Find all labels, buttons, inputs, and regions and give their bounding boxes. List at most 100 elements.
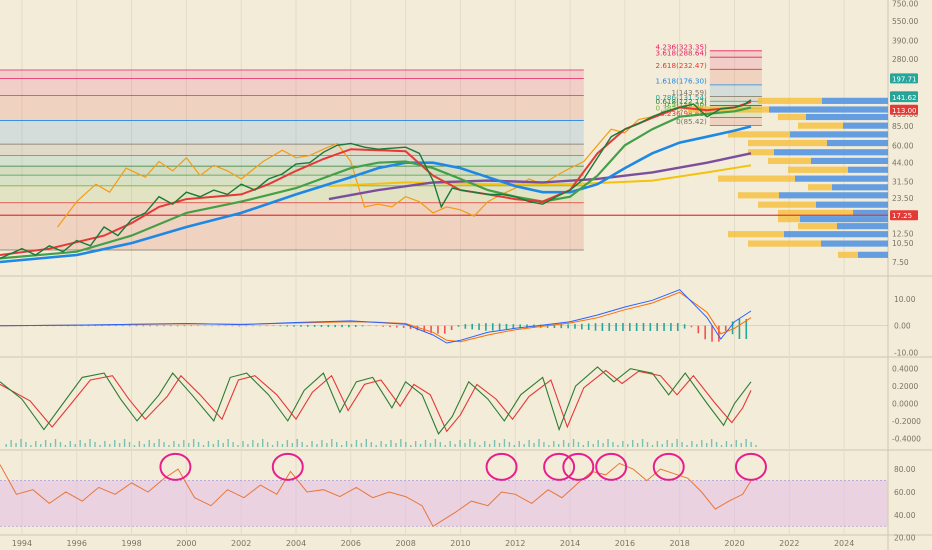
oscillator-volume-bar — [138, 441, 141, 447]
oscillator-volume-bar — [612, 442, 614, 447]
oscillator-volume-bar — [44, 440, 47, 447]
macd-histogram-bar — [108, 325, 110, 327]
oscillator-volume-bar — [755, 445, 757, 447]
volume-profile-bar — [728, 131, 790, 138]
volume-profile — [688, 97, 888, 258]
oscillator-volume-bar — [336, 442, 338, 447]
oscillator-volume-bar — [414, 441, 417, 447]
macd-histogram-bar — [594, 323, 597, 331]
volume-profile-bar — [853, 209, 888, 216]
oscillator-volume-bar — [183, 440, 185, 447]
macd-histogram-bar — [608, 323, 611, 331]
oscillator-volume-bar — [64, 445, 67, 447]
price-tick-label: 44.00 — [892, 159, 914, 168]
oscillator-volume-bar — [202, 445, 205, 447]
price-badge — [890, 104, 918, 115]
oscillator-volume-bar — [572, 439, 575, 447]
macd-histogram-bar — [670, 323, 672, 331]
macd-histogram-bar — [348, 324, 350, 328]
volume-profile-bar — [748, 240, 821, 247]
fib-left-band — [0, 202, 584, 251]
rsi-tick-label: 40.00 — [894, 511, 916, 520]
oscillator-fast — [0, 366, 752, 435]
macd-histogram-bar — [409, 325, 412, 329]
oscillator-volume-bar — [439, 442, 442, 447]
macd-histogram-bar — [423, 325, 426, 332]
volume-profile-bar — [748, 139, 827, 147]
price-panel[interactable]: 4.236(229.64)3.618(197.49)2.618(145.47)1… — [0, 42, 888, 264]
macd-histogram-bar — [211, 325, 213, 327]
oscillator-volume-bar — [390, 440, 392, 447]
oscillator-tick-label: -0.4000 — [892, 434, 921, 443]
oscillator-volume-bar — [622, 441, 624, 447]
oscillator-volume-bar — [641, 439, 644, 447]
oscillator-volume-bar — [331, 439, 333, 447]
macd-histogram-bar — [622, 323, 624, 331]
oscillator-volume-bar — [306, 445, 308, 447]
oscillator-volume-bar — [429, 443, 432, 447]
year-tick-label: 2016 — [615, 539, 635, 548]
highlight-circle — [485, 452, 518, 481]
price-tick-label: 60.00 — [892, 141, 914, 150]
volume-profile-bar — [784, 231, 888, 238]
oscillator-volume-bar — [237, 445, 239, 447]
oscillator-volume-bar — [114, 440, 116, 447]
macd-tick-label: -10.00 — [894, 348, 918, 357]
macd-histogram-bar — [683, 324, 686, 329]
price-axis[interactable]: 750.00550.00390.00280.00200.00145.00105.… — [890, 0, 921, 543]
fib-right-band — [709, 96, 762, 102]
oscillator-slow — [0, 369, 752, 433]
volume-profile-bar — [795, 175, 888, 182]
volume-profile-bar — [811, 157, 888, 165]
macd-histogram-bar — [39, 325, 42, 327]
price-tick-label: 7.50 — [892, 258, 909, 267]
macd-histogram-bar — [731, 321, 734, 335]
fib-right-band — [709, 50, 762, 58]
macd-histogram-bar — [396, 325, 398, 328]
oscillator-volume-bar — [286, 440, 289, 447]
oscillator-volume-bar — [592, 444, 594, 447]
macd-histogram-bar — [601, 323, 604, 331]
oscillator-volume-bar — [69, 441, 72, 447]
volume-profile-bar — [848, 166, 888, 173]
oscillator-volume-bar — [360, 443, 363, 447]
oscillator-volume-bar — [227, 439, 229, 447]
oscillator-volume-bar — [646, 442, 649, 447]
macd-histogram-bar — [656, 323, 659, 331]
oscillator-tick-label: 0.0000 — [892, 400, 918, 409]
macd-histogram-bar — [635, 323, 638, 331]
oscillator-volume-bar — [434, 439, 437, 447]
volume-profile-bar — [688, 106, 769, 113]
volume-profile-bar — [738, 192, 779, 199]
macd-histogram-bar — [430, 325, 432, 334]
ema-mid — [0, 106, 752, 260]
oscillator-volume-bar — [676, 439, 678, 447]
volume-profile-bar — [788, 166, 848, 173]
oscillator-panel[interactable] — [0, 366, 757, 447]
oscillator-volume-bar — [454, 444, 456, 447]
oscillator-volume-bar — [464, 443, 466, 447]
oscillator-volume-bar — [54, 439, 57, 447]
price-badge — [890, 210, 918, 221]
year-tick-label: 1994 — [12, 539, 32, 548]
oscillator-volume-bar — [691, 441, 693, 447]
fib-right-level-label: 2.618(232.47) — [656, 61, 708, 70]
time-axis[interactable]: 1994 1996 1998 2000 2002 2004 2006 2008 2010 2012… — [12, 539, 855, 548]
macd-panel[interactable] — [0, 289, 888, 344]
oscillator-volume-bar — [493, 440, 496, 447]
highlight-circle — [652, 452, 685, 481]
oscillator-volume-bar — [49, 443, 52, 447]
fib-left-band — [0, 144, 584, 156]
highlight-circle — [562, 452, 595, 481]
macd-histogram-bar — [567, 324, 569, 329]
rsi-panel[interactable] — [0, 452, 888, 528]
oscillator-volume-bar — [74, 444, 76, 447]
volume-profile-bar — [798, 122, 843, 129]
oscillator-volume-bar — [548, 445, 550, 447]
oscillator-volume-bar — [587, 441, 590, 447]
price-badge-label: 113.00 — [892, 107, 917, 115]
oscillator-volume-bar — [94, 442, 96, 447]
oscillator-volume-bar — [449, 441, 451, 447]
rsi-band — [0, 480, 888, 527]
